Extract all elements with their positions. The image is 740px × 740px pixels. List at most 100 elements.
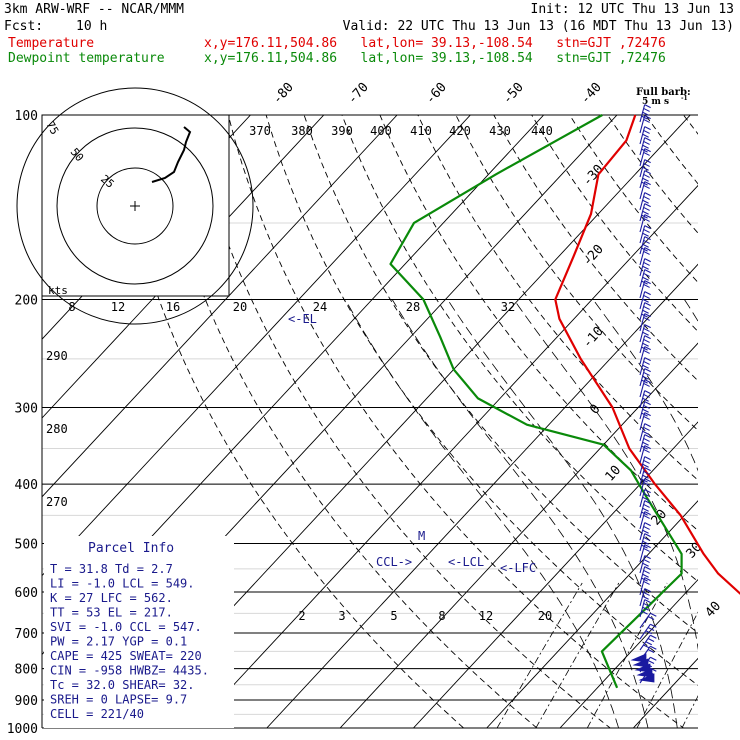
isotherm-label: 0: [587, 402, 603, 418]
hodograph-speed-label: 16: [166, 300, 180, 314]
theta-label: 420: [449, 124, 471, 138]
wind-barb: [639, 456, 651, 475]
dry-adiabat: [189, 115, 611, 728]
pressure-label: 600: [15, 586, 38, 601]
wind-barb: [639, 489, 651, 508]
ccl-marker: CCL->: [376, 555, 412, 569]
wind-barb: [639, 368, 651, 387]
wind-barb: [639, 423, 651, 442]
wind-barb: [639, 181, 651, 200]
hodograph-ring: [16, 87, 254, 325]
dewpoint-profile: [389, 114, 683, 689]
hodograph-speed-label: 28: [406, 300, 420, 314]
forecast-label: Fcst:: [4, 19, 44, 34]
wind-barb: [639, 115, 651, 134]
wind-barb: [639, 478, 651, 497]
wind-barb: [639, 280, 651, 299]
wind-barb: [630, 653, 647, 663]
pressure-label: 900: [15, 694, 38, 709]
pressure-label: 400: [15, 478, 38, 493]
mixing-ratio-label: 5: [390, 609, 397, 623]
sounding-profiles: [389, 114, 740, 689]
wind-barb: [639, 577, 651, 596]
parcel-info-row: K = 27 LFC = 562.: [50, 591, 173, 605]
theta-label: 390: [331, 124, 353, 138]
theta-label: 400: [370, 124, 392, 138]
barb-legend: Full barb: 5 m s -1: [636, 87, 691, 107]
moist-adiabat: [391, 299, 649, 728]
pressure-label: 500: [15, 537, 38, 552]
dry-adiabat: [683, 115, 698, 135]
init-time: Init: 12 UTC Thu 13 Jun 13: [530, 2, 735, 17]
barb-legend-unit-exponent: -1: [681, 95, 688, 102]
theta-label: 290: [46, 349, 68, 363]
lcl-marker: <-LCL: [448, 555, 484, 569]
pressure-label: 700: [15, 627, 38, 642]
wind-barb: [639, 192, 651, 211]
mixing-ratio-line: [496, 582, 583, 728]
wind-barb: [639, 247, 651, 266]
barb-legend-title: Full barb:: [636, 87, 691, 98]
isotherm-label: 10: [603, 463, 625, 485]
wind-barb: [639, 346, 651, 365]
isotherm-label: -80: [270, 80, 297, 107]
wind-barb: [639, 599, 651, 618]
isotherm-label: -70: [345, 80, 372, 107]
pressure-label: 300: [15, 401, 38, 416]
parcel-info-row: T = 31.8 Td = 2.7: [50, 562, 173, 576]
hodograph-speed-label: 12: [111, 300, 125, 314]
dry-adiabat: [151, 115, 538, 728]
isotherm-label: 40: [703, 599, 725, 621]
dry-adiabat: [493, 115, 698, 382]
isotherm: [559, 578, 698, 728]
parcel-info-row: CAPE = 425 SWEAT= 220: [50, 649, 202, 663]
mixing-ratio-label: 3: [338, 609, 345, 623]
parcel-info-title: Parcel Info: [88, 541, 174, 556]
dry-adiabat: [721, 115, 740, 740]
temperature-legend: Temperature: [8, 36, 95, 51]
parcel-info-row: SREH = 0 LAPSE= 9.7: [50, 693, 187, 707]
wind-barb: [639, 434, 651, 453]
mixing-ratio-line: [681, 695, 698, 728]
isotherm-label: -60: [423, 80, 450, 107]
wind-barb: [634, 663, 651, 673]
hodograph-speed-label: 24: [313, 300, 327, 314]
mixing-ratio-label: 8: [438, 609, 445, 623]
wind-barb: [639, 126, 651, 145]
hodograph-units-label: kts: [48, 284, 68, 297]
wind-barb: [639, 203, 651, 222]
wind-barb: [639, 214, 651, 233]
wind-barb: [639, 170, 651, 189]
dewpoint-location-info: x,y=176.11,504.86 lat,lon= 39.13,-108.54…: [204, 51, 666, 66]
wind-barb: [639, 236, 651, 255]
el-marker: <-EL: [288, 312, 317, 326]
isotherm: [266, 263, 698, 728]
wind-barb: [636, 668, 653, 678]
moist-adiabat: [513, 299, 698, 651]
moist-adiabat: [345, 299, 619, 728]
isotherm-label: -10: [580, 324, 607, 351]
wind-barb: [639, 324, 651, 343]
hodograph-ring: [56, 127, 214, 285]
parcel-info-row: CELL = 221/40: [50, 707, 144, 721]
isotherm: [42, 115, 471, 577]
wind-barb: [639, 269, 651, 288]
wind-barb: [639, 225, 651, 244]
wind-barb: [639, 357, 651, 376]
hodograph-speed-label: 20: [233, 300, 247, 314]
mixing-ratio-label: 2: [298, 609, 305, 623]
hodograph-trace: [151, 126, 192, 183]
isotherm: [42, 115, 398, 498]
mixing-ratio-label: 12: [479, 609, 493, 623]
hodograph-ring-label: 75: [43, 119, 61, 137]
dry-adiabat: [569, 115, 698, 284]
isotherm: [486, 500, 698, 728]
wind-barbs: [630, 104, 657, 684]
hodograph-speed-label: 8: [68, 300, 75, 314]
wind-barb: [639, 335, 651, 354]
m-marker: M: [418, 529, 425, 543]
isotherm: [339, 342, 698, 728]
wind-barb: [639, 634, 657, 651]
